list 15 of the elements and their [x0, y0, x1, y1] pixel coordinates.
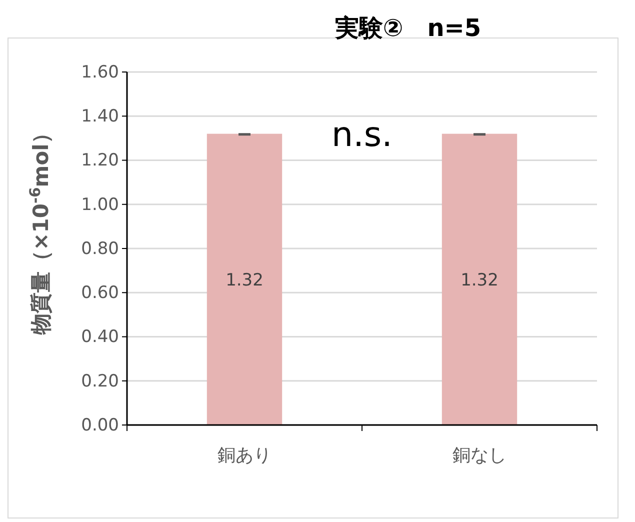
y-tick-label: 0.20 [81, 371, 119, 392]
y-tick-label: 0.80 [81, 238, 119, 259]
y-tick-label: 0.40 [81, 327, 119, 348]
chart-title: 実験② n=5 [334, 14, 482, 42]
y-tick-label: 1.60 [81, 62, 119, 82]
y-tick-label: 1.20 [81, 150, 119, 171]
y-tick-label: 1.40 [81, 106, 119, 127]
annotation: n.s. [332, 114, 392, 155]
y-tick-label: 0.00 [81, 415, 119, 436]
y-tick-label: 0.60 [81, 283, 119, 304]
x-tick-label: 銅あり [218, 445, 272, 466]
data-label: 1.32 [226, 270, 264, 290]
x-tick-label: 銅なし [452, 445, 506, 466]
y-tick-label: 1.00 [81, 194, 119, 215]
data-label: 1.32 [460, 270, 498, 290]
